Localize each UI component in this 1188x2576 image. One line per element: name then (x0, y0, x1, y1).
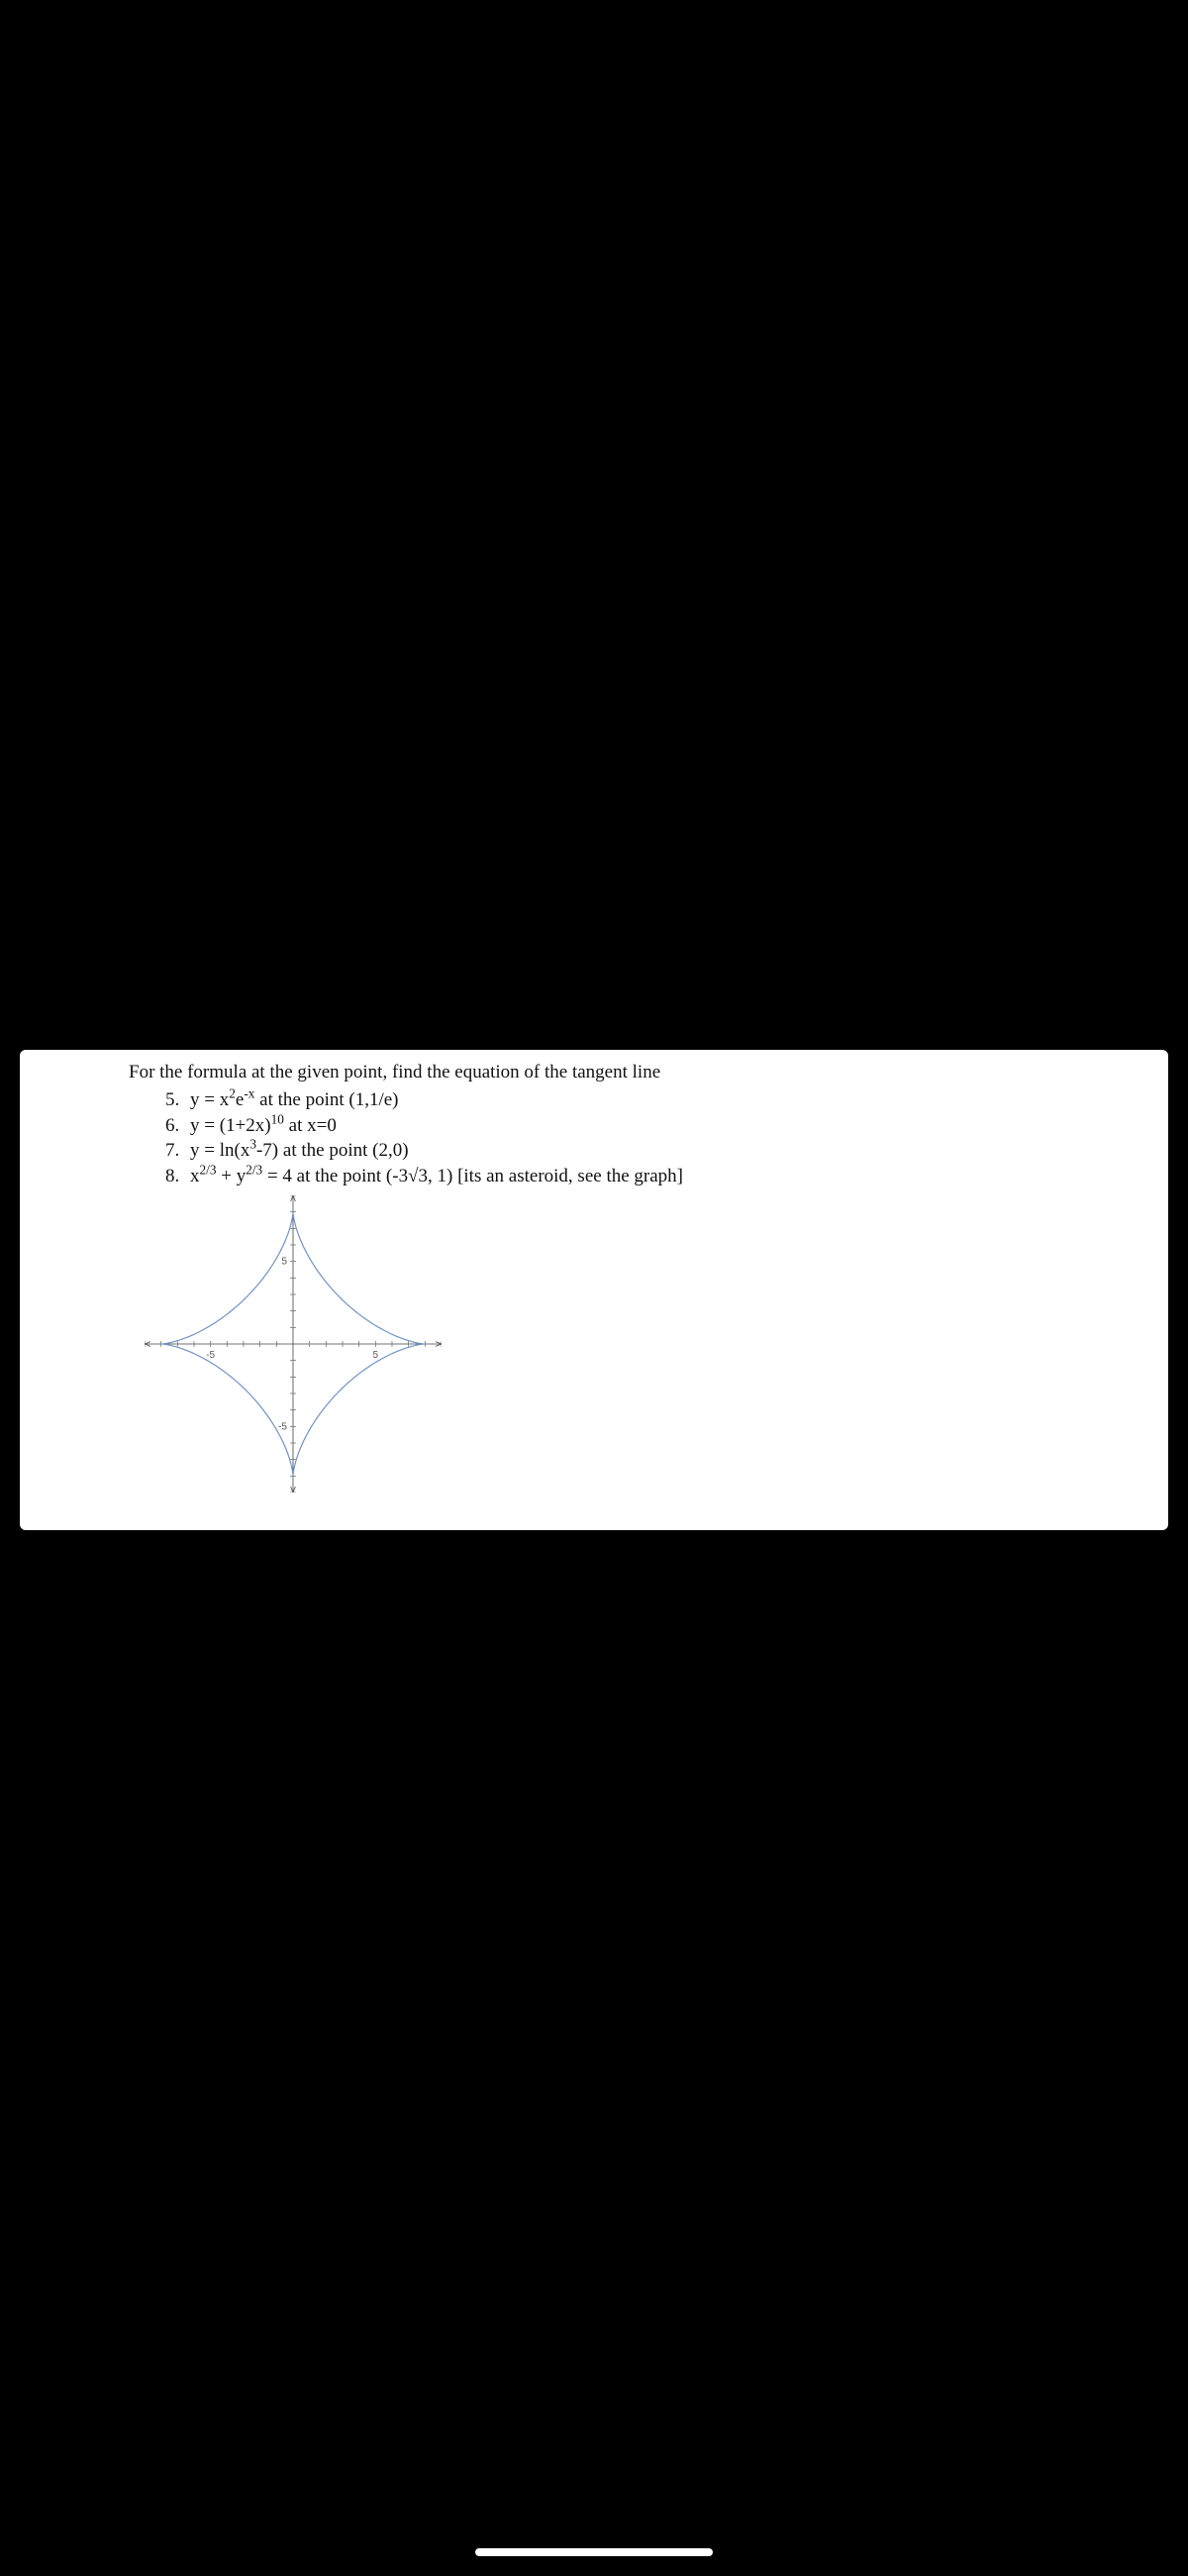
asteroid-svg: -5 5 -5 5 (145, 1195, 442, 1493)
home-indicator (475, 2548, 713, 2556)
problem-list: y = x2e-x at the point (1,1/e) y = (1+2x… (156, 1087, 1138, 1189)
problem-8: x2/3 + y2/3 = 4 at the point (-3√3, 1) [… (184, 1164, 1138, 1189)
svg-text:5: 5 (373, 1350, 379, 1361)
problem-5: y = x2e-x at the point (1,1/e) (184, 1087, 1138, 1113)
asteroid-graph: -5 5 -5 5 (145, 1195, 442, 1493)
prompt-text: For the formula at the given point, find… (129, 1062, 1138, 1083)
svg-text:-5: -5 (206, 1350, 215, 1361)
problem-7: y = ln(x3-7) at the point (2,0) (184, 1138, 1138, 1164)
svg-text:5: 5 (281, 1256, 287, 1267)
problem-6: y = (1+2x)10 at x=0 (184, 1113, 1138, 1139)
document-card: For the formula at the given point, find… (20, 1050, 1168, 1530)
svg-text:-5: -5 (278, 1421, 287, 1432)
